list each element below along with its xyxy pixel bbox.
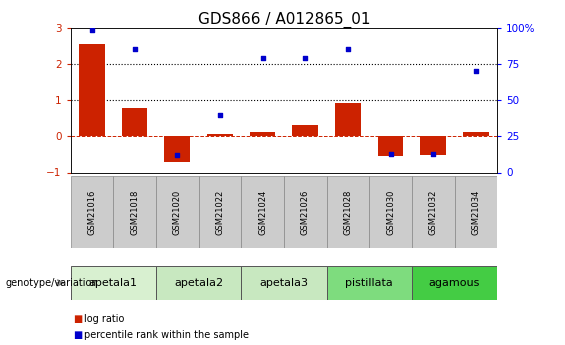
Text: GSM21016: GSM21016 [88, 189, 97, 235]
Text: genotype/variation: genotype/variation [6, 278, 98, 288]
Text: agamous: agamous [429, 278, 480, 288]
Text: GSM21028: GSM21028 [344, 189, 353, 235]
Point [471, 68, 480, 74]
Point [173, 152, 182, 158]
Bar [284, 176, 327, 248]
Point [130, 47, 139, 52]
Text: ■: ■ [73, 314, 82, 324]
Text: GSM21034: GSM21034 [471, 189, 480, 235]
Bar [463, 132, 489, 136]
Bar [370, 176, 412, 248]
Bar [241, 266, 327, 300]
Point [429, 151, 438, 156]
Text: GSM21022: GSM21022 [215, 189, 224, 235]
Text: percentile rank within the sample: percentile rank within the sample [84, 330, 249, 339]
Bar [71, 266, 156, 300]
Bar [79, 44, 105, 136]
Text: GSM21024: GSM21024 [258, 189, 267, 235]
Text: pistillata: pistillata [345, 278, 393, 288]
Text: apetala3: apetala3 [259, 278, 308, 288]
Bar [420, 136, 446, 155]
Bar [454, 176, 497, 248]
Bar [412, 266, 497, 300]
Text: apetala1: apetala1 [89, 278, 138, 288]
Bar [335, 102, 360, 136]
Point [301, 55, 310, 61]
Bar [378, 136, 403, 156]
Text: GSM21030: GSM21030 [386, 189, 395, 235]
Text: log ratio: log ratio [84, 314, 124, 324]
Bar [241, 176, 284, 248]
Bar [156, 176, 199, 248]
Point [344, 47, 353, 52]
Bar [113, 176, 156, 248]
Text: GSM21018: GSM21018 [130, 189, 139, 235]
Bar [156, 266, 241, 300]
Bar [164, 136, 190, 162]
Bar [293, 125, 318, 136]
Point [88, 28, 97, 33]
Bar [327, 176, 370, 248]
Bar [71, 176, 113, 248]
Text: ■: ■ [73, 330, 82, 339]
Point [215, 112, 224, 117]
Text: GSM21020: GSM21020 [173, 189, 182, 235]
Point [258, 55, 267, 61]
Text: GSM21026: GSM21026 [301, 189, 310, 235]
Bar [199, 176, 241, 248]
Bar [412, 176, 454, 248]
Bar [250, 131, 275, 136]
Bar [207, 134, 233, 136]
Title: GDS866 / A012865_01: GDS866 / A012865_01 [198, 11, 370, 28]
Text: apetala2: apetala2 [174, 278, 223, 288]
Point [386, 151, 395, 156]
Bar [327, 266, 412, 300]
Bar [122, 108, 147, 136]
Text: GSM21032: GSM21032 [429, 189, 438, 235]
